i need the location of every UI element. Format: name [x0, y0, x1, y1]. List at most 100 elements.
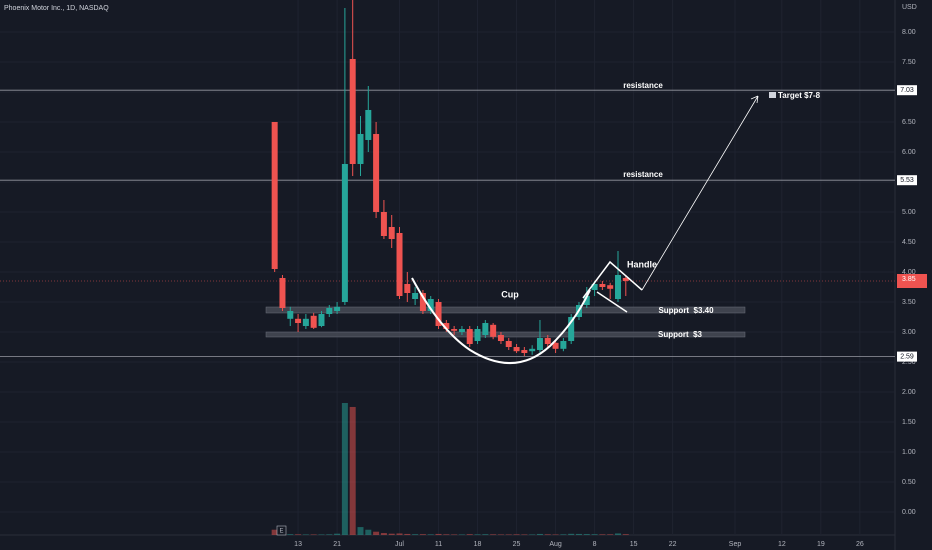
annotation: Support $3 [658, 330, 703, 339]
grid [0, 0, 896, 550]
candle-body [529, 348, 536, 352]
candle-body [318, 314, 325, 327]
candle-body [451, 329, 458, 331]
candle-body [341, 163, 348, 303]
annotation: Handle [627, 259, 657, 269]
candle-body [373, 133, 380, 212]
volume-bar [419, 534, 426, 535]
level-label-box [897, 85, 917, 96]
volume-bar [505, 534, 512, 535]
volume-bar [380, 533, 387, 535]
y-tick-label: 4.00 [902, 269, 916, 276]
annotation: resistance [623, 81, 663, 90]
volume-bar [412, 534, 419, 535]
x-tick-label: 8 [593, 541, 597, 548]
candle-body [614, 275, 621, 300]
level-label: 7.03 [900, 87, 914, 94]
volume-bar [490, 534, 497, 535]
x-tick-label: 21 [333, 541, 341, 548]
volume-bar [544, 534, 551, 535]
x-tick-label: 11 [435, 541, 442, 548]
volume-bar [536, 533, 543, 535]
volume-bar [591, 534, 598, 535]
volume-bar [271, 529, 278, 535]
candle-body [388, 226, 395, 239]
candle-body [419, 293, 426, 312]
volume-bar [599, 534, 606, 535]
candle-body [412, 293, 419, 300]
candle-body [404, 284, 411, 294]
candle-body [607, 285, 614, 289]
candle-body [568, 317, 575, 342]
volume-bar [497, 534, 504, 535]
y-tick-label: 2.00 [902, 389, 916, 396]
candle-body [334, 306, 341, 312]
x-tick-label: 13 [294, 541, 302, 548]
y-tick-label: 6.00 [902, 149, 916, 156]
x-tick-label: 19 [817, 541, 825, 548]
volume-bar [575, 533, 582, 535]
last-price-box [897, 274, 927, 289]
volume-bar [560, 534, 567, 535]
volume-bar [388, 533, 395, 535]
candle-body [466, 329, 473, 345]
candle-body [287, 311, 294, 319]
volume-bar [287, 534, 294, 535]
y-tick-label: 3.00 [902, 329, 916, 336]
y-tick-label: 4.50 [902, 239, 916, 246]
y-tick-label: 3.50 [902, 299, 916, 306]
y-tick-label: 7.50 [902, 59, 916, 66]
volume-bar [404, 533, 411, 535]
candle-body [474, 329, 481, 342]
candle-body [536, 338, 543, 351]
candle-body [295, 318, 302, 324]
volume-bar [614, 533, 621, 535]
y-tick-label: 6.50 [902, 119, 916, 126]
volume-bar [435, 533, 442, 535]
volume-bar [443, 534, 450, 535]
volume-bar [622, 534, 629, 535]
candle-body [599, 284, 606, 288]
volume-bar [607, 534, 614, 535]
y-tick-label: 8.00 [902, 29, 916, 36]
y-tick-label: 2.50 [902, 359, 916, 366]
volume-bar [295, 534, 302, 535]
annotation: Target $7-8 [778, 91, 821, 100]
candle-body [380, 211, 387, 236]
candle-body [271, 121, 278, 270]
currency-label: USD [902, 4, 917, 11]
candle-body [513, 347, 520, 352]
candle-body [365, 109, 372, 140]
x-tick-label: Jul [395, 541, 404, 548]
earnings-label: E [279, 529, 283, 535]
annotation: Support $3.40 [658, 306, 714, 315]
volume-bar [326, 534, 333, 535]
annotation: resistance [623, 170, 663, 179]
plot [271, 0, 629, 535]
volume-bar [341, 403, 348, 535]
volume-bar [349, 406, 356, 535]
volume-bar [568, 533, 575, 535]
handle-drawing [582, 260, 643, 313]
y-tick-label: 1.00 [902, 449, 916, 456]
support-zone [265, 331, 746, 338]
y-tick-label: 5.00 [902, 209, 916, 216]
candle-body [552, 342, 559, 349]
cup-drawing [411, 277, 591, 364]
chart-title: Phoenix Motor Inc., 1D, NASDAQ [4, 5, 109, 12]
candle-body [310, 315, 317, 328]
candle-body [357, 133, 364, 164]
candle-body [458, 329, 465, 333]
volume-bar [458, 534, 465, 535]
target-arrow [641, 95, 759, 291]
volume-bar [583, 534, 590, 535]
x-tick-label: Sep [729, 541, 742, 548]
volume-bar [427, 534, 434, 535]
level-label-box [897, 175, 917, 186]
x-tick-label: Aug [549, 541, 562, 548]
annotation: Cup [501, 289, 519, 299]
x-tick-label: 15 [630, 541, 638, 548]
volume-bar [310, 534, 317, 535]
x-tick-label: 12 [778, 541, 786, 548]
